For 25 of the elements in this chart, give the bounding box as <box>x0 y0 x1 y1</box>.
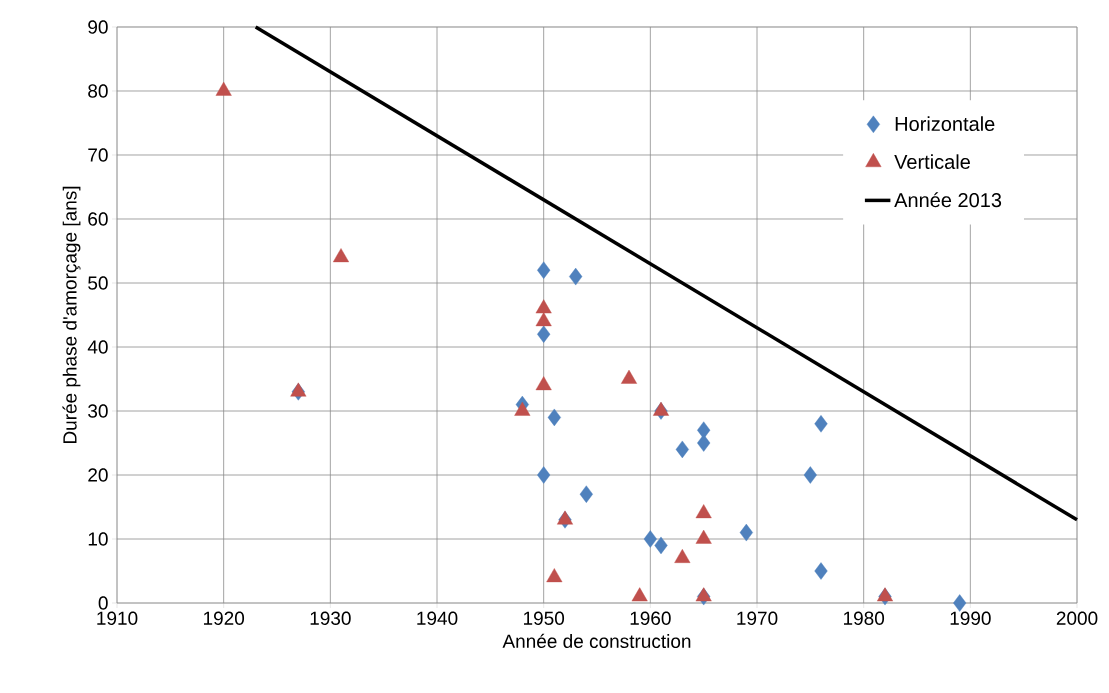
y-tick-label: 90 <box>88 20 108 34</box>
y-tick-label: 10 <box>88 532 108 546</box>
y-tick-label: 50 <box>88 276 108 290</box>
x-tick-label: 2000 <box>1056 611 1098 625</box>
x-tick-label: 1910 <box>97 611 138 625</box>
x-tick-label: 1920 <box>203 611 245 625</box>
x-tick-label: 1950 <box>523 611 565 625</box>
y-tick-label: 20 <box>88 468 108 482</box>
x-tick-label: 1970 <box>737 611 778 625</box>
x-axis-title: Année de construction <box>502 633 691 648</box>
legend-label: Année 2013 <box>894 192 1002 208</box>
x-tick-label: 1990 <box>950 611 991 625</box>
x-tick-label: 1940 <box>417 611 458 625</box>
x-tick-label: 1980 <box>843 611 885 625</box>
y-tick-label: 60 <box>88 212 108 226</box>
x-tick-label: 1930 <box>310 611 351 625</box>
x-tick-label: 1960 <box>630 611 671 625</box>
y-tick-label: 70 <box>88 148 108 162</box>
y-tick-label: 30 <box>88 404 108 418</box>
y-tick-label: 80 <box>88 84 108 98</box>
y-axis-title: Durée phase d'amorçage [ans] <box>62 186 81 444</box>
y-tick-label: 0 <box>98 596 108 610</box>
y-tick-label: 40 <box>87 340 108 354</box>
legend-label: Horizontale <box>895 116 995 132</box>
legend-label: Verticale <box>894 154 970 170</box>
